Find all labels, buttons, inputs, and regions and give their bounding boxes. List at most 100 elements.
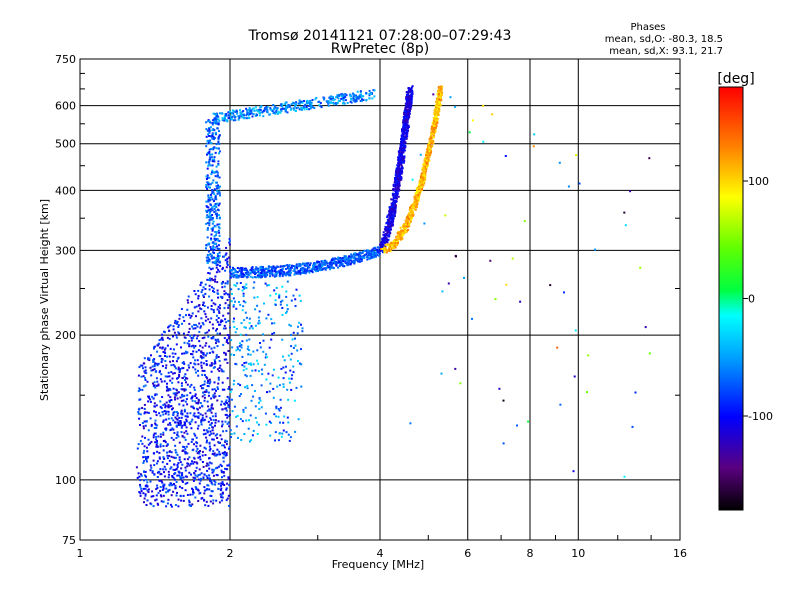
echo-point [293, 273, 296, 276]
echo-point [152, 359, 155, 362]
echo-point [218, 152, 220, 155]
echo-point [439, 94, 442, 97]
echo-point [274, 273, 277, 276]
echo-point [266, 268, 269, 271]
echo-point [152, 452, 155, 455]
echo-point [162, 351, 165, 353]
echo-point [353, 94, 356, 97]
echo-point [251, 115, 254, 118]
echo-point [218, 231, 221, 234]
echo-point [174, 319, 177, 322]
echo-point [246, 111, 249, 114]
echo-point [206, 187, 209, 190]
echo-point [199, 458, 202, 461]
echo-point [171, 352, 174, 355]
echo-point [223, 351, 226, 354]
echo-point [230, 339, 233, 342]
echo-point [502, 399, 505, 402]
echo-point [211, 189, 214, 191]
echo-point [210, 196, 213, 199]
echo-point [224, 302, 227, 305]
echo-point [288, 439, 291, 442]
echo-point [265, 423, 268, 426]
echo-point [217, 123, 220, 126]
echo-point [168, 325, 171, 328]
echo-point [137, 411, 140, 413]
echo-point [186, 333, 189, 336]
echo-point [210, 462, 213, 465]
echo-point [166, 443, 169, 446]
echo-point [193, 457, 196, 460]
echo-point [205, 259, 208, 262]
echo-point [147, 357, 150, 360]
echo-point [270, 422, 273, 424]
echo-point [144, 376, 146, 379]
echo-point [218, 359, 221, 362]
echo-point [401, 161, 404, 164]
echo-point [197, 416, 200, 419]
echo-point [283, 273, 286, 276]
echo-point [282, 429, 285, 432]
echo-point [172, 476, 175, 479]
echo-point [163, 348, 166, 351]
echo-point [216, 466, 219, 469]
echo-point [217, 388, 219, 390]
echo-point [245, 367, 248, 370]
echo-point [387, 225, 390, 228]
echo-point [234, 331, 237, 334]
echo-point [303, 271, 306, 274]
echo-point [397, 166, 400, 168]
echo-point [427, 164, 430, 167]
echo-point [312, 263, 315, 266]
echo-point [270, 318, 273, 321]
echo-point [280, 270, 283, 273]
echo-point [258, 322, 261, 325]
echo-point [205, 389, 208, 392]
echo-point [186, 494, 189, 496]
echo-point [318, 104, 321, 107]
echo-point [392, 219, 395, 222]
echo-point [160, 338, 162, 341]
echo-point [193, 443, 195, 446]
echo-point [208, 279, 211, 281]
echo-point [331, 95, 334, 98]
echo-point [389, 206, 391, 209]
echo-point [191, 399, 194, 402]
echo-point [153, 345, 156, 348]
echo-point [214, 209, 217, 212]
echo-point [194, 293, 197, 296]
echo-point [284, 103, 287, 106]
echo-point [188, 499, 191, 502]
echo-point [301, 269, 304, 272]
echo-point [300, 348, 302, 351]
echo-point [210, 135, 213, 138]
echo-point [213, 237, 216, 240]
echo-point [329, 261, 332, 264]
echo-point [292, 108, 295, 111]
echo-point [220, 482, 223, 485]
echo-point [212, 426, 215, 429]
echo-point [209, 158, 212, 161]
echo-point [216, 190, 219, 193]
echo-point [401, 128, 403, 131]
echo-point [295, 288, 298, 291]
echo-point [259, 346, 262, 349]
echo-point [406, 229, 409, 232]
echo-point [422, 178, 425, 181]
echo-point [225, 468, 228, 471]
echo-point [180, 431, 183, 434]
echo-point [371, 248, 374, 251]
echo-point [275, 286, 278, 289]
echo-point [418, 191, 421, 194]
echo-point [273, 108, 276, 111]
echo-point [177, 470, 180, 473]
echo-point [414, 192, 417, 195]
echo-point [274, 439, 276, 442]
echo-point [244, 326, 247, 329]
echo-point [216, 192, 219, 195]
echo-point [438, 85, 441, 88]
echo-point [169, 423, 172, 426]
echo-point [149, 464, 152, 467]
echo-point [201, 417, 204, 419]
echo-point [211, 217, 214, 219]
